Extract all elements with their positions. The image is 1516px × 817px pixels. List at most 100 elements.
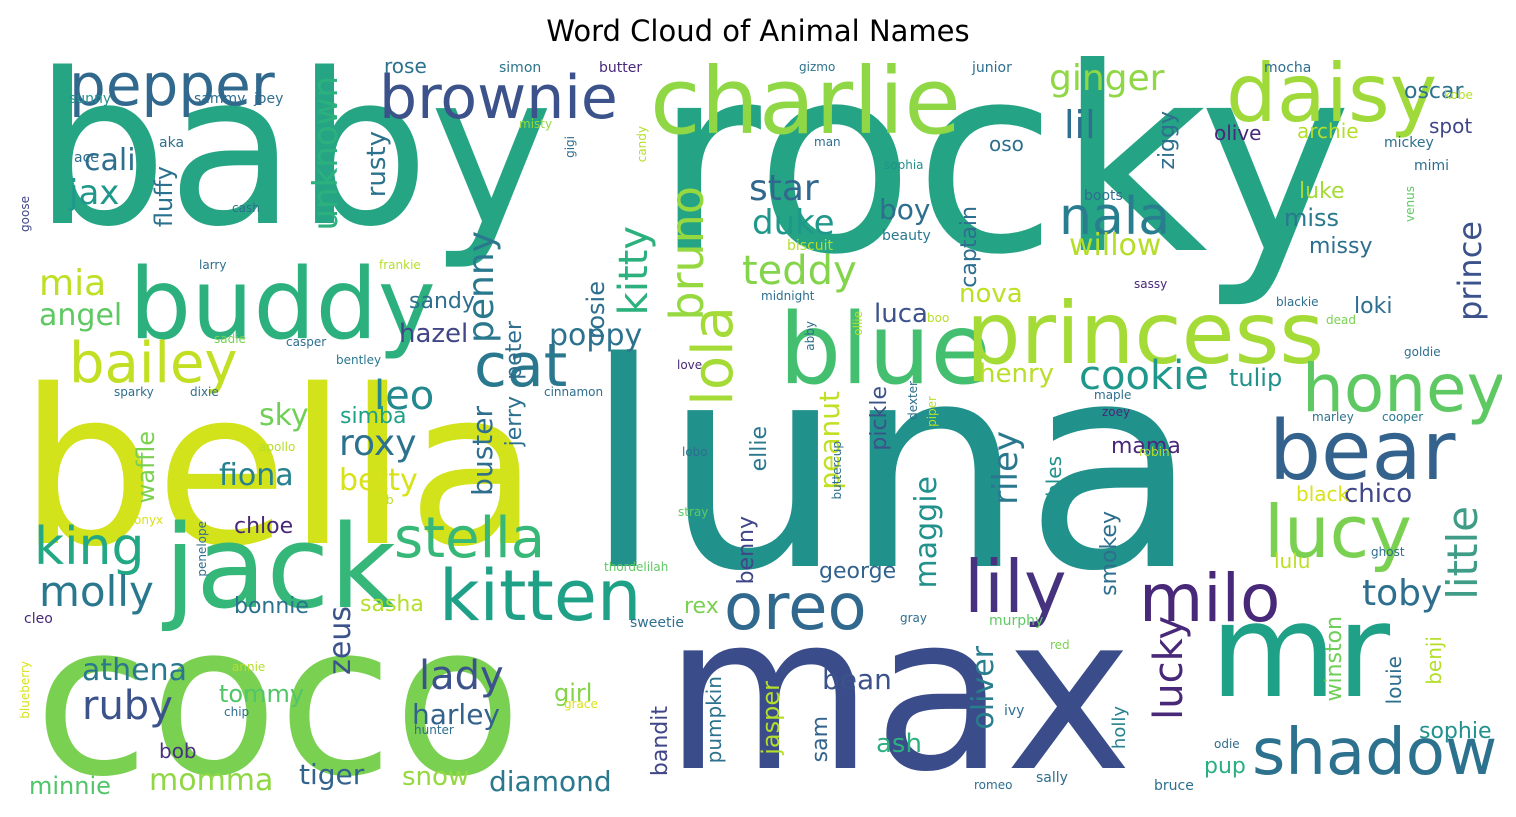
word-captain: captain: [957, 206, 982, 288]
word-oscar: oscar: [1404, 79, 1464, 104]
word-goose: goose: [18, 196, 32, 232]
word-cloud: rocky baby bella coco charlie daisy budd…: [14, 56, 1502, 808]
word-sophia: sophia: [884, 158, 924, 172]
word-penny: penny: [461, 231, 502, 343]
word-bob: bob: [159, 739, 197, 763]
word-ellie: ellie: [747, 426, 772, 472]
word-baby: baby: [34, 56, 554, 273]
word-jasper: jasper: [757, 681, 785, 755]
word-luca: luca: [874, 299, 928, 329]
word-cleo: cleo: [24, 611, 53, 627]
word-henry: henry: [979, 359, 1055, 389]
word-aka: aka: [159, 135, 185, 151]
word-buddy: buddy: [129, 248, 436, 362]
word-star: star: [749, 168, 819, 209]
word-apollo: apollo: [259, 440, 296, 454]
word-romeo: romeo: [974, 778, 1013, 792]
word-betty: betty: [339, 463, 418, 498]
word-bailey: bailey: [69, 331, 238, 396]
word-bentley: bentley: [336, 353, 382, 367]
word-kitten: kitten: [439, 555, 642, 637]
word-olive: olive: [1214, 121, 1262, 145]
word-odie: odie: [1214, 737, 1240, 751]
word-teddy: teddy: [742, 248, 857, 294]
word-peter: peter: [502, 321, 527, 380]
word-biscuit: biscuit: [787, 238, 834, 254]
word-venus: venus: [1403, 186, 1417, 222]
word-black: black: [1296, 482, 1350, 506]
word-stella: stella: [394, 506, 546, 571]
word-max: max: [664, 568, 1133, 808]
word-ghost: ghost: [1371, 545, 1405, 559]
word-mr: mr: [1210, 575, 1391, 727]
word-hunter: hunter: [414, 723, 454, 737]
word-daisy: daisy: [1226, 56, 1438, 140]
word-man: man: [814, 135, 841, 149]
word-rose: rose: [384, 56, 427, 78]
word-dead: dead: [1326, 313, 1356, 327]
word-mocha: mocha: [1264, 60, 1312, 76]
word-blue: blue: [779, 293, 991, 407]
word-lily: lily: [964, 545, 1067, 629]
word-rex: rex: [684, 594, 719, 619]
word-lulu: lulu: [1274, 549, 1311, 573]
word-sam: sam: [808, 716, 833, 763]
word-ginger: ginger: [1049, 58, 1165, 99]
word-bruce: bruce: [1154, 778, 1194, 794]
word-murphy: murphy: [989, 613, 1044, 629]
word-jack: jack: [164, 501, 397, 635]
word-dexter: dexter: [906, 381, 920, 420]
word-benny: benny: [734, 516, 759, 585]
word-missy: missy: [1309, 234, 1373, 259]
word-ollie: ollie: [851, 311, 865, 336]
chart-title: Word Cloud of Animal Names: [546, 14, 970, 48]
word-simba: simba: [340, 404, 407, 429]
word-zeus: zeus: [323, 606, 358, 675]
word-george: george: [819, 559, 897, 584]
word-goldie: goldie: [1404, 345, 1441, 359]
word-annie: annie: [232, 660, 266, 674]
word-bella: bella: [19, 343, 539, 594]
word-marley: marley: [1312, 410, 1354, 424]
word-nova: nova: [959, 279, 1023, 309]
word-sweetie: sweetie: [630, 615, 684, 631]
word-junior: junior: [972, 60, 1012, 76]
word-coco: coco: [34, 578, 522, 808]
word-tulip: tulip: [1229, 364, 1283, 392]
word-joey: joey: [254, 91, 284, 107]
word-jerry: jerry: [502, 396, 527, 447]
word-dixie: dixie: [190, 385, 219, 399]
word-oso: oso: [989, 132, 1024, 156]
word-bonnie: bonnie: [234, 594, 309, 619]
word-love: love: [677, 358, 703, 372]
word-momma: momma: [149, 763, 274, 798]
word-ivy: ivy: [1004, 703, 1025, 719]
word-fluffy: fluffy: [150, 166, 178, 228]
word-larry: larry: [199, 258, 227, 272]
word-sadie: sadie: [214, 332, 246, 346]
word-mama: mama: [1111, 434, 1181, 459]
word-gray: gray: [900, 611, 928, 625]
word-pup: pup: [1204, 754, 1246, 779]
word-willow: willow: [1069, 228, 1162, 263]
word-sparky: sparky: [114, 385, 154, 399]
word-blackie: blackie: [1276, 295, 1319, 309]
word-boy: boy: [879, 193, 931, 226]
word-b: b: [386, 493, 394, 507]
word-ace: ace: [74, 150, 99, 166]
word-ziggy: ziggy: [1155, 111, 1180, 170]
word-girl: girl: [554, 679, 593, 707]
word-mimi: mimi: [1414, 158, 1450, 174]
word-sally: sally: [1036, 770, 1068, 786]
word-smokey: smokey: [1097, 511, 1122, 596]
word-duke: duke: [752, 203, 835, 243]
word-kitty: kitty: [611, 226, 657, 316]
word-waffle: waffle: [132, 431, 160, 504]
word-sunny: sunny: [69, 91, 112, 107]
word-bruno: bruno: [660, 186, 714, 321]
word-shadow: shadow: [1252, 716, 1498, 790]
word-milo: milo: [1139, 560, 1281, 637]
word-molly: molly: [39, 567, 154, 616]
word-bean: bean: [822, 663, 892, 696]
word-cinnamon: cinnamon: [544, 385, 604, 399]
